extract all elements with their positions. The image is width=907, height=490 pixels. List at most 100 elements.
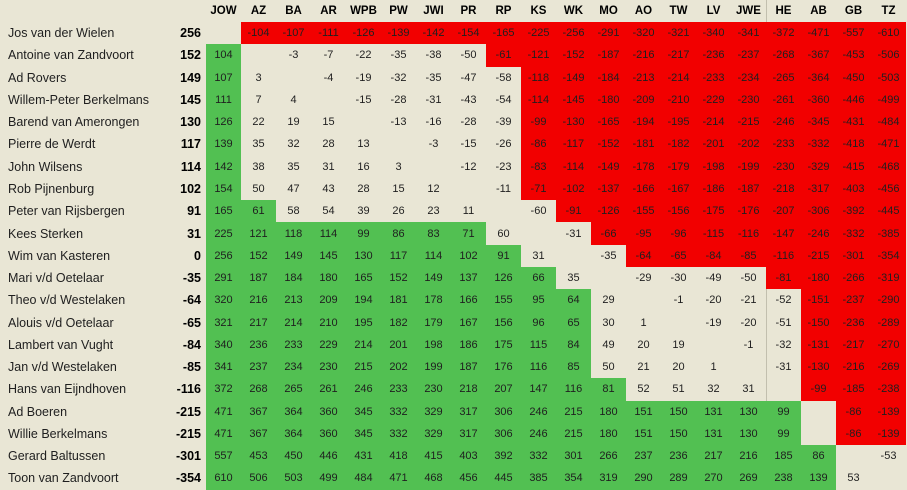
matrix-cell[interactable]: -43 bbox=[460, 93, 477, 106]
matrix-cell[interactable]: 145 bbox=[311, 244, 346, 267]
matrix-cell[interactable]: -321 bbox=[661, 22, 696, 45]
matrix-cell-blank[interactable] bbox=[661, 311, 696, 333]
matrix-cell[interactable]: -3 bbox=[428, 138, 439, 151]
matrix-cell[interactable]: 126 bbox=[206, 111, 241, 134]
matrix-cell[interactable]: 3 bbox=[395, 160, 402, 173]
player-name[interactable]: Antoine van Zandvoort bbox=[8, 48, 134, 63]
matrix-cell[interactable]: 85 bbox=[556, 355, 591, 379]
player-name[interactable]: Ad Rovers bbox=[8, 70, 67, 85]
matrix-cell[interactable]: -11 bbox=[495, 182, 512, 195]
matrix-cell[interactable]: 202 bbox=[381, 355, 416, 379]
matrix-cell[interactable]: 270 bbox=[696, 467, 731, 490]
matrix-cell[interactable]: -246 bbox=[801, 222, 836, 245]
player-total-score[interactable]: 0 bbox=[194, 248, 201, 263]
matrix-cell[interactable]: 47 bbox=[287, 182, 300, 195]
matrix-cell[interactable]: -147 bbox=[766, 222, 801, 245]
matrix-cell[interactable]: -31 bbox=[766, 356, 801, 378]
matrix-cell[interactable]: 99 bbox=[766, 400, 801, 423]
matrix-cell[interactable]: -84 bbox=[696, 244, 731, 267]
matrix-cell[interactable]: 468 bbox=[416, 467, 451, 490]
matrix-cell[interactable]: 118 bbox=[276, 222, 311, 245]
matrix-cell[interactable]: -453 bbox=[836, 44, 871, 67]
matrix-cell[interactable]: 178 bbox=[416, 289, 451, 312]
matrix-cell-blank[interactable] bbox=[311, 89, 346, 111]
matrix-cell[interactable]: 20 bbox=[637, 338, 650, 351]
matrix-cell[interactable]: 131 bbox=[696, 400, 731, 423]
matrix-cell[interactable]: 269 bbox=[731, 467, 766, 490]
player-name[interactable]: John Wilsens bbox=[8, 159, 83, 174]
player-name[interactable]: Hans van Eijndhoven bbox=[8, 382, 127, 397]
matrix-cell[interactable]: -471 bbox=[871, 133, 906, 156]
matrix-cell[interactable]: 99 bbox=[766, 422, 801, 446]
matrix-cell[interactable]: -261 bbox=[766, 88, 801, 112]
player-name[interactable]: Toon van Zandvoort bbox=[8, 471, 119, 486]
player-total-score[interactable]: 31 bbox=[187, 226, 201, 241]
matrix-cell[interactable]: -178 bbox=[626, 155, 661, 178]
matrix-cell[interactable]: -233 bbox=[766, 133, 801, 156]
matrix-cell[interactable]: -456 bbox=[871, 177, 906, 201]
matrix-cell[interactable]: -167 bbox=[661, 177, 696, 201]
matrix-cell[interactable]: -54 bbox=[495, 93, 512, 106]
matrix-cell[interactable]: 13 bbox=[357, 138, 370, 151]
matrix-cell[interactable]: 139 bbox=[206, 133, 241, 156]
matrix-cell[interactable]: 237 bbox=[626, 445, 661, 468]
matrix-cell[interactable]: 15 bbox=[392, 182, 405, 195]
matrix-cell[interactable]: 152 bbox=[381, 266, 416, 290]
column-header-ks[interactable]: KS bbox=[530, 5, 547, 17]
matrix-cell[interactable]: 107 bbox=[206, 66, 241, 89]
matrix-cell[interactable]: 102 bbox=[451, 244, 486, 267]
matrix-cell[interactable]: 306 bbox=[486, 422, 521, 446]
matrix-cell[interactable]: 116 bbox=[521, 355, 556, 379]
matrix-cell[interactable]: -31 bbox=[425, 93, 442, 106]
matrix-cell[interactable]: 503 bbox=[276, 467, 311, 490]
player-name[interactable]: Rob Pijnenburg bbox=[8, 181, 95, 196]
player-total-score[interactable]: 145 bbox=[180, 92, 201, 107]
column-header-wk[interactable]: WK bbox=[563, 5, 584, 17]
matrix-cell[interactable]: -139 bbox=[381, 22, 416, 45]
matrix-cell[interactable]: 126 bbox=[486, 266, 521, 290]
matrix-cell[interactable]: 60 bbox=[497, 227, 510, 240]
matrix-cell[interactable]: -38 bbox=[425, 49, 442, 62]
matrix-cell[interactable]: 364 bbox=[276, 422, 311, 446]
matrix-cell[interactable]: 152 bbox=[241, 244, 276, 267]
matrix-cell-blank[interactable] bbox=[801, 423, 836, 445]
matrix-cell[interactable]: -367 bbox=[801, 44, 836, 67]
matrix-cell[interactable]: 31 bbox=[532, 249, 545, 262]
matrix-cell[interactable]: 367 bbox=[241, 422, 276, 446]
matrix-cell[interactable]: -35 bbox=[600, 249, 617, 262]
matrix-cell[interactable]: 176 bbox=[486, 355, 521, 379]
matrix-cell-blank[interactable] bbox=[241, 44, 276, 66]
matrix-cell[interactable]: -114 bbox=[556, 155, 591, 178]
matrix-cell[interactable]: 207 bbox=[486, 378, 521, 401]
player-name[interactable]: Willem-Peter Berkelmans bbox=[8, 92, 150, 107]
matrix-cell[interactable]: -149 bbox=[556, 66, 591, 89]
matrix-cell[interactable]: -238 bbox=[871, 378, 906, 401]
matrix-cell[interactable]: 66 bbox=[521, 266, 556, 290]
matrix-cell[interactable]: 215 bbox=[556, 422, 591, 446]
matrix-cell[interactable]: 150 bbox=[661, 422, 696, 446]
matrix-cell[interactable]: 216 bbox=[731, 445, 766, 468]
matrix-cell[interactable]: -403 bbox=[836, 177, 871, 201]
matrix-cell[interactable]: -385 bbox=[871, 222, 906, 245]
column-header-pr[interactable]: PR bbox=[460, 5, 477, 17]
matrix-cell[interactable]: -31 bbox=[565, 227, 582, 240]
matrix-cell[interactable]: 35 bbox=[567, 272, 580, 285]
matrix-cell[interactable]: -53 bbox=[880, 450, 897, 463]
matrix-cell-blank[interactable] bbox=[731, 356, 766, 378]
matrix-cell[interactable]: -20 bbox=[740, 316, 757, 329]
matrix-cell[interactable]: -154 bbox=[451, 22, 486, 45]
matrix-cell[interactable]: -317 bbox=[801, 177, 836, 201]
player-name[interactable]: Lambert van Vught bbox=[8, 337, 114, 352]
column-header-gb[interactable]: GB bbox=[844, 5, 863, 17]
matrix-cell[interactable]: -185 bbox=[836, 378, 871, 401]
matrix-cell[interactable]: 1 bbox=[710, 361, 717, 374]
matrix-cell[interactable]: 610 bbox=[206, 467, 241, 490]
matrix-cell[interactable]: -233 bbox=[696, 66, 731, 89]
matrix-cell[interactable]: 53 bbox=[847, 472, 860, 485]
matrix-cell[interactable]: -230 bbox=[766, 155, 801, 178]
matrix-cell[interactable]: -392 bbox=[836, 200, 871, 223]
matrix-cell[interactable]: -151 bbox=[801, 289, 836, 312]
matrix-cell[interactable]: 71 bbox=[451, 222, 486, 245]
matrix-cell[interactable]: -116 bbox=[731, 222, 766, 245]
matrix-cell[interactable]: 165 bbox=[346, 266, 381, 290]
